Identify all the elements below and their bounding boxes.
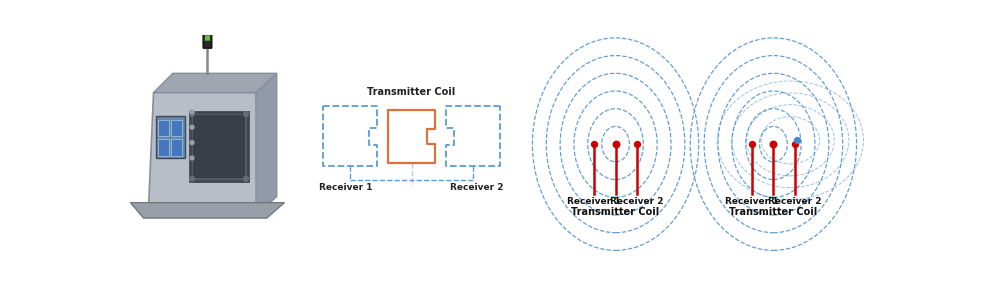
Text: Receiver 1: Receiver 1	[567, 197, 621, 206]
Bar	[158, 139, 169, 156]
Bar	[171, 139, 182, 156]
Circle shape	[190, 141, 194, 144]
Polygon shape	[256, 73, 277, 216]
FancyBboxPatch shape	[614, 19, 618, 24]
Bar	[171, 119, 182, 136]
Bar	[614, 17, 617, 19]
Circle shape	[243, 112, 248, 116]
FancyBboxPatch shape	[772, 24, 776, 29]
Text: Receiver 2: Receiver 2	[611, 197, 664, 206]
Bar	[158, 119, 169, 136]
Text: Transmitter Coil: Transmitter Coil	[571, 206, 659, 217]
Text: Receiver 1: Receiver 1	[725, 197, 779, 206]
FancyBboxPatch shape	[205, 41, 211, 47]
Circle shape	[190, 110, 194, 114]
Circle shape	[243, 177, 248, 181]
Polygon shape	[130, 203, 284, 218]
FancyBboxPatch shape	[612, 17, 620, 31]
Text: Receiver 2: Receiver 2	[769, 197, 822, 206]
Text: Transmitter Coil: Transmitter Coil	[367, 87, 456, 97]
Bar	[190, 112, 248, 181]
Bar	[206, 32, 210, 35]
Point	[630, 142, 645, 146]
Bar	[156, 116, 185, 158]
Circle shape	[190, 177, 195, 181]
Bar	[193, 115, 245, 178]
Polygon shape	[154, 73, 277, 93]
Text: Receiver 2: Receiver 2	[450, 183, 503, 192]
Text: Receiver 1: Receiver 1	[320, 183, 372, 192]
Bar	[772, 17, 775, 19]
Circle shape	[190, 125, 194, 129]
FancyBboxPatch shape	[772, 19, 776, 24]
FancyBboxPatch shape	[614, 24, 618, 29]
Text: Transmitter Coil: Transmitter Coil	[729, 206, 817, 217]
Point	[787, 142, 803, 146]
Point	[586, 142, 602, 146]
FancyBboxPatch shape	[770, 17, 778, 31]
Point	[744, 142, 760, 146]
Polygon shape	[148, 93, 261, 216]
Point	[766, 142, 781, 146]
Point	[608, 142, 624, 146]
FancyBboxPatch shape	[205, 35, 211, 41]
FancyBboxPatch shape	[203, 33, 212, 48]
Circle shape	[190, 112, 195, 116]
Point	[788, 138, 804, 143]
Circle shape	[190, 156, 194, 160]
